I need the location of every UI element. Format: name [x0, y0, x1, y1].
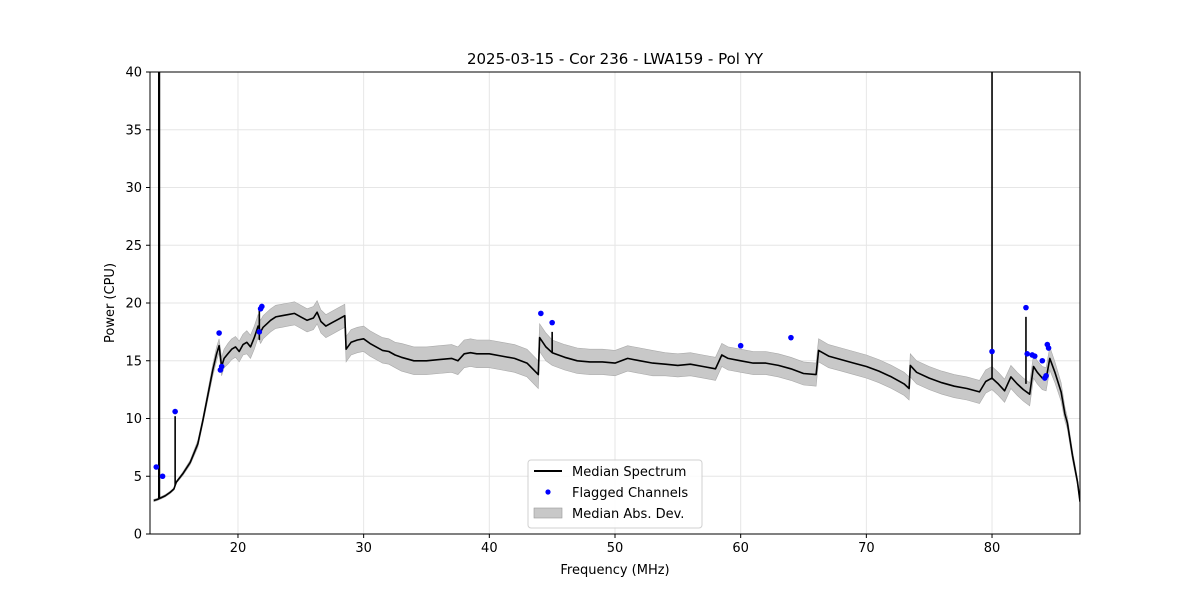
flagged-channel-point	[549, 319, 555, 326]
flagged-channel-point	[1024, 351, 1031, 357]
flagged-channel-point	[216, 330, 222, 336]
x-axis-label: Frequency (MHz)	[560, 563, 669, 578]
flagged-channel-point	[989, 348, 995, 355]
chart-title: 2025-03-15 - Cor 236 - LWA159 - Pol YY	[467, 50, 764, 68]
x-tick-label: 20	[230, 541, 247, 556]
x-tick-label: 40	[481, 541, 498, 556]
y-tick-label: 20	[125, 297, 142, 312]
flagged-channel-point	[1043, 372, 1049, 379]
legend-band-swatch	[533, 507, 563, 519]
flagged-channel-point	[538, 310, 544, 317]
flagged-channel-point	[788, 334, 794, 341]
flagged-channel-point	[217, 367, 224, 373]
y-tick-label: 30	[125, 181, 142, 196]
legend: Median Spectrum Flagged Channels Median …	[527, 459, 703, 529]
y-tick-label: 40	[125, 66, 142, 81]
y-tick-label: 0	[134, 528, 142, 543]
legend-dot-swatch	[545, 489, 551, 495]
flagged-channel-point	[159, 473, 166, 480]
y-tick-label: 5	[134, 470, 142, 485]
flagged-channel-point	[737, 342, 744, 349]
flagged-channel-point	[1039, 357, 1046, 364]
median-spectrum-line	[153, 311, 1080, 502]
legend-label-median: Median Spectrum	[572, 465, 686, 480]
legend-label-mad: Median Abs. Dev.	[572, 507, 684, 522]
x-tick-label: 60	[732, 541, 749, 556]
flagged-channel-point	[1023, 304, 1029, 311]
y-axis-label: Power (CPU)	[103, 263, 118, 343]
flagged-channel-point	[1045, 345, 1052, 351]
plot-series	[153, 72, 1080, 505]
plot-area	[153, 72, 1080, 505]
legend-box	[527, 459, 703, 529]
x-tick-label: 30	[355, 541, 372, 556]
x-tick-label: 80	[984, 541, 1001, 556]
axis-ticks: 20 30 40 50 60 70 80 0 5 10 15 20 25 30 35 40	[125, 66, 1000, 557]
y-tick-label: 35	[125, 123, 142, 138]
y-tick-label: 25	[125, 239, 142, 254]
x-tick-label: 70	[858, 541, 875, 556]
y-tick-label: 10	[125, 412, 142, 427]
flagged-channel-point	[259, 303, 265, 310]
x-tick-label: 50	[607, 541, 624, 556]
flagged-channel-point	[172, 408, 178, 415]
y-tick-label: 15	[125, 354, 142, 369]
flagged-channel-point	[1031, 353, 1038, 359]
flagged-channel-point	[256, 329, 263, 335]
flagged-channel-point	[153, 464, 160, 470]
legend-label-flagged: Flagged Channels	[572, 486, 688, 501]
